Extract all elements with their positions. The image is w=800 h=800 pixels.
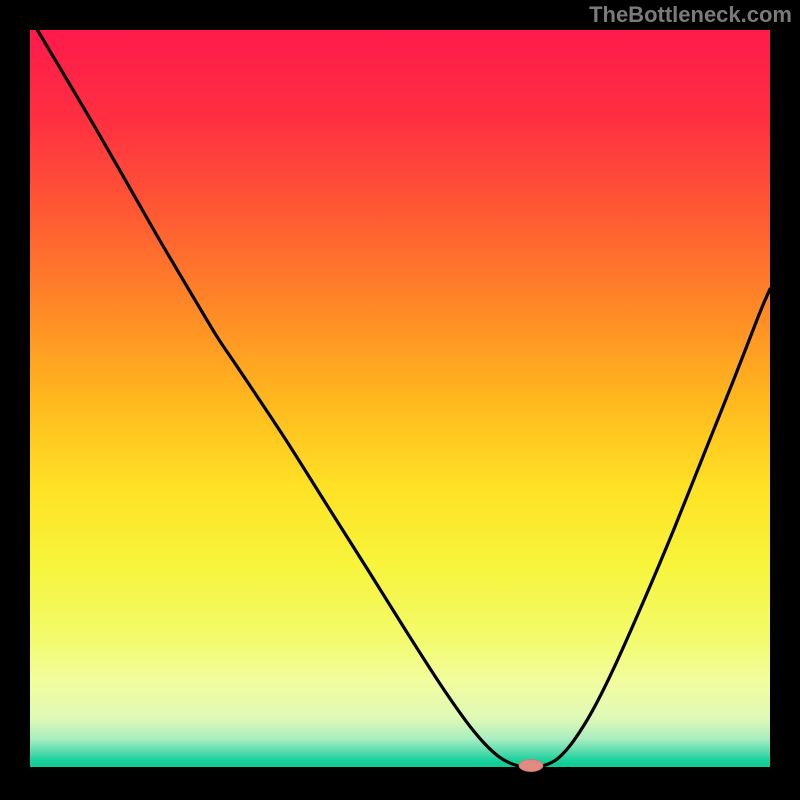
optimal-marker (519, 760, 543, 772)
watermark-text: TheBottleneck.com (589, 2, 792, 27)
plot-area (30, 30, 770, 770)
